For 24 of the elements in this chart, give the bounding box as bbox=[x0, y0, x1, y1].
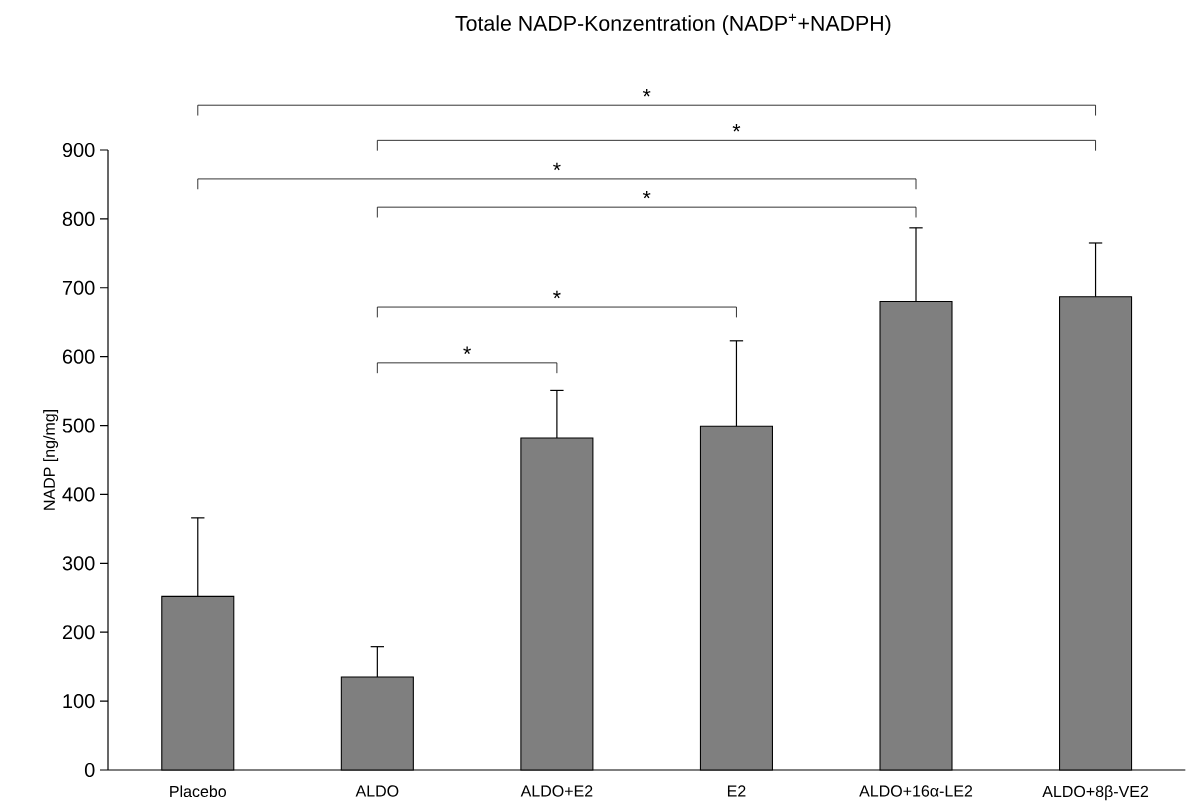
x-tick-label: Placebo bbox=[170, 785, 226, 798]
x-tick-label: E2 bbox=[727, 785, 746, 797]
y-tick-label: 700 bbox=[62, 280, 95, 295]
chart-title: Totale NADP-Konzentration (NADP$^{+}$+NADPH) bbox=[455, 13, 891, 36]
y-tick-label: 200 bbox=[62, 625, 95, 640]
annotation: * bbox=[553, 290, 561, 299]
y-tick-label: 100 bbox=[63, 694, 95, 709]
y-tick-label: 500 bbox=[62, 418, 95, 433]
x-tick-label: ALDO+16α-LE2 bbox=[859, 785, 973, 797]
annotation: * bbox=[553, 162, 561, 171]
y-tick-label: 800 bbox=[62, 211, 95, 226]
x-tick-label: ALDO+E2 bbox=[520, 785, 593, 797]
y-tick-label: 600 bbox=[62, 349, 95, 364]
x-tick-label: ALDO+8β-VE2 bbox=[1042, 785, 1149, 801]
y-tick-label: 400 bbox=[62, 487, 95, 502]
x-tick-label: ALDO bbox=[355, 785, 399, 797]
y-tick-label: 300 bbox=[62, 556, 95, 571]
annotation: * bbox=[463, 346, 471, 355]
y-tick-label: 0 bbox=[84, 762, 95, 778]
annotation: * bbox=[642, 190, 651, 199]
text: * bbox=[642, 88, 651, 97]
text: * bbox=[732, 124, 741, 132]
y-tick-label: 900 bbox=[62, 142, 95, 158]
y-axis-title: NADP [ng/mg] bbox=[43, 410, 59, 510]
